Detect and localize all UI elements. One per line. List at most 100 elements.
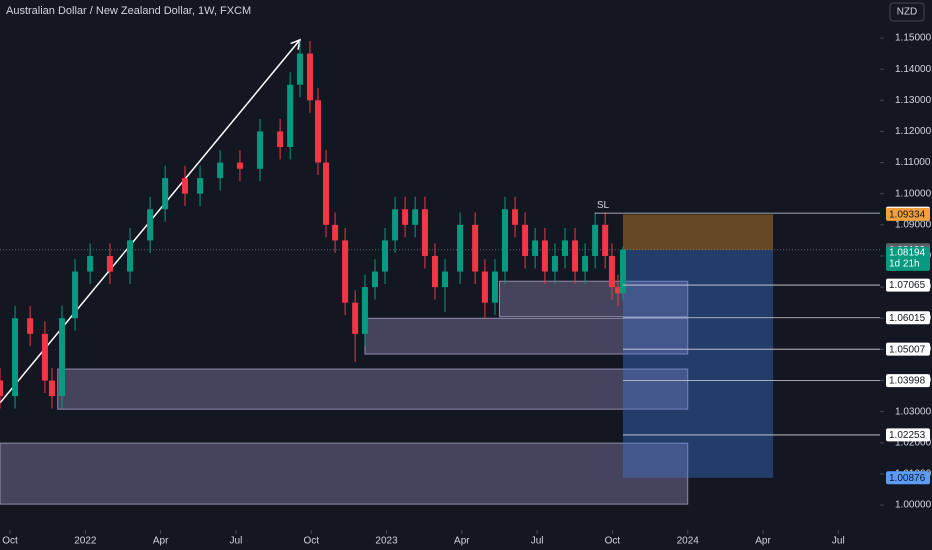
zone <box>498 280 689 318</box>
candle-body <box>421 209 428 256</box>
candle-body <box>481 271 488 303</box>
y-tick-label: 1.02000 <box>895 437 932 448</box>
candle-body <box>592 224 599 256</box>
level-label: 1.03998 <box>889 376 926 387</box>
candle-body <box>551 255 558 272</box>
level-label-box <box>886 374 930 388</box>
candle-body <box>72 271 79 319</box>
candle-body <box>181 178 188 194</box>
currency-button[interactable] <box>889 2 925 22</box>
candle-body <box>58 318 65 397</box>
candle-body <box>41 333 48 381</box>
candle-body <box>296 53 303 85</box>
candle-body <box>412 209 419 225</box>
x-tick-label: Jul <box>531 536 544 547</box>
candle-body <box>217 162 224 179</box>
y-tick-label: 1.10000 <box>895 188 932 199</box>
candle-body <box>342 240 349 303</box>
candle-body <box>197 178 204 194</box>
y-tick-label: 1.12000 <box>895 126 932 137</box>
x-tick-label: Apr <box>454 536 470 547</box>
x-tick-label: Oct <box>605 536 621 547</box>
x-tick-label: 2023 <box>375 536 398 547</box>
candle-body <box>306 53 313 101</box>
candle-body <box>572 240 579 272</box>
zone <box>0 442 689 505</box>
stop-area <box>622 214 774 250</box>
level-label: 1.06015 <box>889 313 926 324</box>
current-price-label: 1.08194 <box>889 248 926 259</box>
plot: 1.000001.010001.020001.030001.040001.050… <box>0 33 932 547</box>
x-tick-label: 2022 <box>74 536 97 547</box>
y-tick-label: 1.00000 <box>895 500 932 511</box>
candle-body <box>561 240 568 256</box>
y-tick-label: 1.03000 <box>895 406 932 417</box>
zone <box>57 368 689 410</box>
x-tick-label: Apr <box>755 536 771 547</box>
candle-body <box>323 162 330 225</box>
level-label-box <box>886 342 930 356</box>
candle-body <box>147 209 154 241</box>
target-area <box>622 249 774 478</box>
candle-body <box>602 224 609 256</box>
candle-body <box>431 255 438 288</box>
candle-body <box>127 240 134 272</box>
candle-body <box>512 209 519 225</box>
candle-body <box>614 287 621 294</box>
level-label-box <box>886 278 930 292</box>
sl-label: SL <box>597 200 610 211</box>
level-label: 1.05007 <box>889 344 926 355</box>
candle-body <box>0 380 3 397</box>
y-tick-label: 1.09000 <box>895 219 932 230</box>
candle-body <box>315 100 322 163</box>
candle-body <box>352 302 359 334</box>
zone <box>364 317 689 355</box>
candle-body <box>457 224 464 272</box>
candle-body <box>502 209 509 272</box>
candle-body <box>491 271 498 303</box>
candle-body <box>522 224 529 256</box>
stop-label: 1.09334 <box>889 210 926 221</box>
countdown: 1d 21h <box>889 259 920 270</box>
candle-body <box>361 287 368 334</box>
candle-body <box>402 209 409 225</box>
candle-body <box>382 240 389 272</box>
target-label-box <box>886 471 930 485</box>
currency-label[interactable]: NZD <box>897 7 918 18</box>
candle-body <box>582 255 589 272</box>
x-tick-label: 2024 <box>677 536 700 547</box>
y-tick-label: 1.15000 <box>895 33 932 44</box>
y-tick-label: 1.14000 <box>895 64 932 75</box>
x-tick-label: Jul <box>832 536 845 547</box>
candle-body <box>257 131 264 169</box>
x-tick-label: Jul <box>230 536 243 547</box>
target-label: 1.00876 <box>889 473 926 484</box>
level-label-box <box>886 311 930 325</box>
level-label: 1.02253 <box>889 430 926 441</box>
candle-body <box>236 162 243 169</box>
candle-body <box>277 131 284 147</box>
candle-body <box>472 224 479 272</box>
candle-body <box>106 255 113 272</box>
candle-body <box>608 255 615 288</box>
candle-body <box>371 271 378 288</box>
candle-body <box>12 318 19 397</box>
stop-label-box <box>886 207 930 221</box>
arrow-head <box>290 38 301 50</box>
level-label-box <box>886 428 930 442</box>
current-price-box <box>886 246 930 271</box>
candle-body <box>87 255 94 272</box>
candle-body <box>48 380 55 397</box>
level-label: 1.07065 <box>889 280 926 291</box>
y-tick-label: 1.11000 <box>895 157 931 168</box>
x-tick-label: Oct <box>303 536 319 547</box>
candle-body <box>332 224 339 241</box>
candle-body <box>541 240 548 272</box>
y-tick-label: 1.13000 <box>895 95 932 106</box>
candle-body <box>442 271 449 288</box>
candle-body <box>532 240 539 256</box>
candle-body <box>287 84 294 147</box>
chart-title: Australian Dollar / New Zealand Dollar, … <box>6 5 251 17</box>
